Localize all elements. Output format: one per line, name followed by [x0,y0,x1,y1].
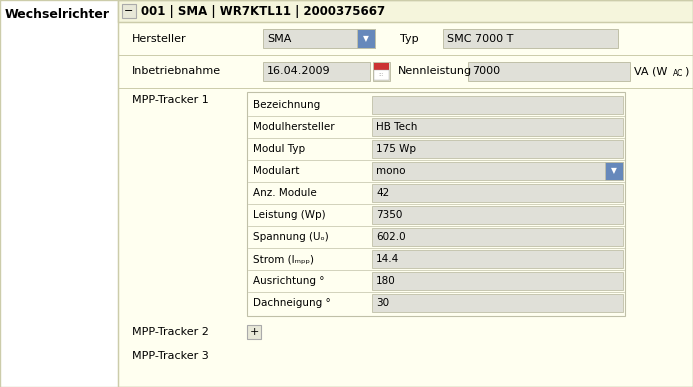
Text: 16.04.2009: 16.04.2009 [267,67,331,77]
Bar [372,272,623,290]
Text: Bezeichnung: Bezeichnung [253,100,320,110]
Text: :::: ::: [378,72,385,77]
Text: Modul Typ: Modul Typ [253,144,305,154]
Text: 001 | SMA | WR7KTL11 | 2000375667: 001 | SMA | WR7KTL11 | 2000375667 [141,5,385,17]
Text: ▼: ▼ [363,34,369,43]
Text: 7000: 7000 [472,67,500,77]
Text: HB Tech: HB Tech [376,122,417,132]
Text: 30: 30 [376,298,389,308]
Text: +: + [249,327,258,337]
Bar [118,0,693,22]
Bar [247,325,261,339]
Text: mono: mono [376,166,405,176]
Bar [263,29,375,48]
Bar [468,62,630,81]
Bar [372,96,623,114]
Text: VA (W: VA (W [634,67,667,77]
Text: MPP-Tracker 3: MPP-Tracker 3 [132,351,209,361]
Text: 180: 180 [376,276,396,286]
Text: Hersteller: Hersteller [132,34,186,43]
Text: 14.4: 14.4 [376,254,399,264]
Text: Strom (Iₘₚₚ): Strom (Iₘₚₚ) [253,254,314,264]
Bar [357,29,375,48]
Text: Leistung (Wp): Leistung (Wp) [253,210,326,220]
Text: 7350: 7350 [376,210,403,220]
Text: AC: AC [673,69,683,78]
Bar [247,92,625,316]
Text: Inbetriebnahme: Inbetriebnahme [132,67,221,77]
Bar [372,228,623,246]
Bar [118,0,693,387]
Text: MPP-Tracker 1: MPP-Tracker 1 [132,95,209,105]
Text: MPP-Tracker 2: MPP-Tracker 2 [132,327,209,337]
Bar [372,250,623,268]
Bar [372,206,623,224]
Text: Modulart: Modulart [253,166,299,176]
Text: Dachneigung °: Dachneigung ° [253,298,331,308]
Text: −: − [124,6,134,16]
Bar [374,70,389,80]
Bar [372,294,623,312]
Bar [372,184,623,202]
Bar [372,162,623,180]
Text: 42: 42 [376,188,389,198]
Text: SMC 7000 T: SMC 7000 T [447,34,514,43]
Bar [605,162,623,180]
Bar [263,62,370,81]
Text: ▼: ▼ [611,166,617,175]
Bar [122,4,136,18]
Text: 602.0: 602.0 [376,232,405,242]
Bar [372,140,623,158]
Text: Anz. Module: Anz. Module [253,188,317,198]
Text: Ausrichtung °: Ausrichtung ° [253,276,324,286]
Bar [374,63,389,70]
Bar [373,62,390,81]
Text: ): ) [684,67,688,77]
Bar [372,118,623,136]
Text: Wechselrichter: Wechselrichter [5,7,110,21]
Text: Nennleistung: Nennleistung [398,67,472,77]
Text: 175 Wp: 175 Wp [376,144,416,154]
Text: Spannung (Uₒ⁣): Spannung (Uₒ⁣) [253,232,328,242]
Text: Typ: Typ [400,34,419,43]
Text: SMA: SMA [267,34,291,43]
Text: Modulhersteller: Modulhersteller [253,122,335,132]
Bar [443,29,618,48]
